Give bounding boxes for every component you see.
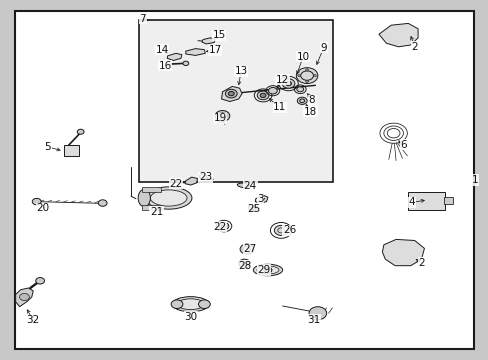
Circle shape bbox=[282, 79, 294, 88]
Bar bbox=[139, 20, 332, 182]
Ellipse shape bbox=[145, 187, 191, 209]
Text: 8: 8 bbox=[308, 95, 315, 105]
Text: 10: 10 bbox=[296, 51, 309, 62]
Text: 6: 6 bbox=[399, 140, 406, 150]
Text: 11: 11 bbox=[272, 102, 286, 112]
Ellipse shape bbox=[138, 189, 150, 207]
Text: 14: 14 bbox=[155, 45, 169, 55]
Circle shape bbox=[238, 259, 250, 268]
Circle shape bbox=[285, 81, 291, 86]
Ellipse shape bbox=[172, 297, 209, 312]
Polygon shape bbox=[184, 177, 197, 185]
Circle shape bbox=[228, 91, 234, 96]
Text: 22: 22 bbox=[169, 179, 183, 189]
Bar bbox=[407, 192, 444, 210]
Text: 4: 4 bbox=[408, 197, 415, 207]
Polygon shape bbox=[185, 49, 205, 55]
Circle shape bbox=[250, 206, 255, 210]
Text: 5: 5 bbox=[44, 142, 51, 152]
Text: 25: 25 bbox=[247, 204, 261, 214]
Text: 32: 32 bbox=[26, 315, 40, 325]
Text: 1: 1 bbox=[471, 175, 478, 185]
Circle shape bbox=[305, 80, 308, 82]
Text: 20: 20 bbox=[37, 203, 49, 213]
Text: 3: 3 bbox=[257, 194, 264, 204]
Circle shape bbox=[225, 89, 237, 98]
Text: 31: 31 bbox=[306, 315, 320, 325]
Circle shape bbox=[77, 129, 84, 134]
Circle shape bbox=[219, 222, 228, 230]
Circle shape bbox=[264, 267, 271, 273]
Ellipse shape bbox=[237, 183, 249, 188]
Text: 26: 26 bbox=[282, 225, 296, 235]
Polygon shape bbox=[378, 23, 417, 47]
Text: 19: 19 bbox=[213, 113, 226, 123]
Text: 2: 2 bbox=[410, 42, 417, 52]
Text: 23: 23 bbox=[198, 172, 212, 183]
Circle shape bbox=[296, 87, 303, 92]
Text: 16: 16 bbox=[158, 60, 172, 71]
Text: 21: 21 bbox=[149, 207, 163, 217]
Circle shape bbox=[274, 225, 287, 235]
Ellipse shape bbox=[257, 266, 278, 274]
Circle shape bbox=[257, 91, 268, 100]
Circle shape bbox=[183, 61, 188, 66]
Circle shape bbox=[305, 69, 308, 71]
Polygon shape bbox=[167, 53, 182, 60]
Polygon shape bbox=[382, 239, 424, 266]
Text: 17: 17 bbox=[208, 45, 222, 55]
Bar bbox=[142, 205, 161, 210]
Bar bbox=[142, 187, 161, 192]
Text: 22: 22 bbox=[213, 222, 226, 232]
Text: 15: 15 bbox=[212, 30, 225, 40]
Circle shape bbox=[297, 97, 306, 104]
Bar bbox=[443, 197, 452, 204]
Circle shape bbox=[260, 93, 265, 98]
Text: 27: 27 bbox=[243, 244, 257, 255]
Circle shape bbox=[199, 174, 206, 179]
Polygon shape bbox=[255, 195, 267, 203]
Ellipse shape bbox=[150, 190, 186, 206]
Circle shape bbox=[36, 278, 44, 284]
Circle shape bbox=[215, 111, 229, 121]
Ellipse shape bbox=[253, 264, 282, 276]
Circle shape bbox=[198, 300, 210, 309]
Text: 9: 9 bbox=[320, 42, 326, 53]
Text: 29: 29 bbox=[257, 265, 270, 275]
Text: 12: 12 bbox=[275, 75, 289, 85]
Ellipse shape bbox=[177, 299, 204, 310]
Polygon shape bbox=[221, 86, 242, 102]
Text: 13: 13 bbox=[234, 66, 247, 76]
Circle shape bbox=[268, 87, 277, 94]
Circle shape bbox=[297, 75, 300, 77]
Circle shape bbox=[240, 244, 253, 254]
Circle shape bbox=[296, 68, 317, 84]
Circle shape bbox=[171, 300, 183, 309]
Circle shape bbox=[308, 307, 326, 320]
Bar bbox=[63, 145, 79, 156]
Text: 30: 30 bbox=[184, 312, 197, 322]
Polygon shape bbox=[16, 288, 33, 307]
Circle shape bbox=[221, 224, 226, 228]
Text: 2: 2 bbox=[417, 258, 424, 268]
Circle shape bbox=[20, 293, 29, 301]
Circle shape bbox=[313, 75, 316, 77]
Circle shape bbox=[98, 200, 107, 206]
Polygon shape bbox=[202, 38, 215, 44]
Text: 28: 28 bbox=[237, 261, 251, 271]
Text: 24: 24 bbox=[243, 181, 257, 192]
Text: 18: 18 bbox=[303, 107, 317, 117]
Text: 7: 7 bbox=[139, 14, 146, 24]
Circle shape bbox=[32, 198, 41, 205]
Ellipse shape bbox=[248, 206, 258, 211]
